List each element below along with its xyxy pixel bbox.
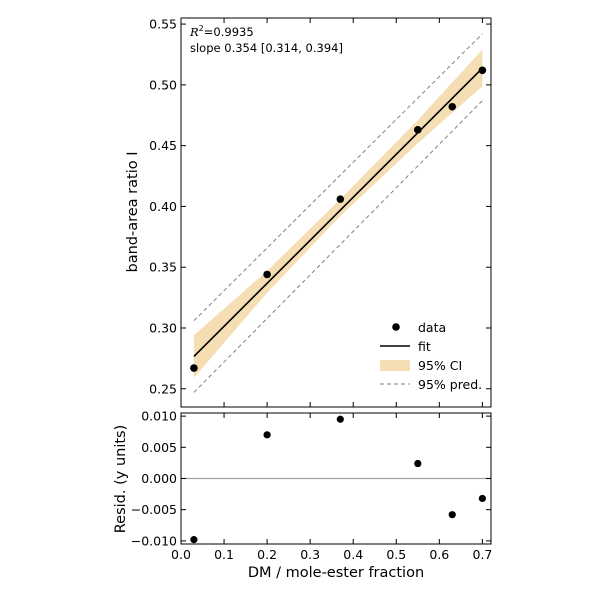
data-point bbox=[263, 270, 271, 279]
main-series-group bbox=[190, 33, 487, 393]
legend-label-data: data bbox=[418, 320, 446, 335]
legend-label-prediction: 95% pred. bbox=[418, 377, 482, 392]
data-point bbox=[478, 66, 487, 75]
main-plot-frame bbox=[180, 17, 492, 408]
prediction-upper-line bbox=[193, 33, 483, 322]
y-tick-label: 0.55 bbox=[149, 17, 177, 32]
data-point bbox=[336, 195, 345, 203]
r-squared-value: =0.9935 bbox=[204, 25, 254, 39]
legend-marker-ci bbox=[380, 360, 410, 371]
main-plot-area: 0.25 0.30 0.35 0.40 0.45 0.50 0.55 band-area ra… bbox=[125, 17, 492, 408]
y-tick-label: 0.40 bbox=[149, 199, 177, 214]
data-point bbox=[448, 102, 457, 111]
legend-marker-data bbox=[392, 323, 400, 331]
r-squared-annotation: R2=0.9935 bbox=[189, 24, 254, 39]
resid-y-tick-label: 0.010 bbox=[141, 409, 177, 424]
legend-label-ci: 95% CI bbox=[418, 358, 462, 373]
y-tick-label: 0.30 bbox=[149, 320, 177, 335]
main-y-axis-title: band-area ratio I bbox=[125, 152, 141, 273]
data-point bbox=[414, 126, 422, 134]
x-tick-label: 0.3 bbox=[300, 547, 320, 562]
y-tick-label: 0.50 bbox=[149, 77, 177, 92]
y-tick-label: 0.45 bbox=[149, 138, 177, 153]
y-tick-label: 0.25 bbox=[149, 381, 177, 396]
data-point bbox=[190, 364, 198, 372]
resid-y-tick-label: −0.010 bbox=[131, 533, 177, 548]
residual-series-group bbox=[190, 415, 486, 544]
x-tick-label: 0.6 bbox=[429, 547, 449, 562]
resid-y-tick-label: −0.005 bbox=[131, 502, 177, 517]
x-tick-label: 0.4 bbox=[343, 547, 363, 562]
residual-point bbox=[448, 511, 456, 519]
ci-band bbox=[193, 49, 483, 378]
legend-label-fit: fit bbox=[418, 339, 431, 354]
x-tick-label: 0.1 bbox=[214, 547, 234, 562]
x-tick-label: 0.7 bbox=[472, 547, 492, 562]
resid-y-tick-label: 0.005 bbox=[141, 440, 177, 455]
slope-annotation: slope 0.354 [0.314, 0.394] bbox=[190, 41, 343, 55]
resid-y-tick-label: 0.000 bbox=[141, 471, 177, 486]
x-tick-label: 0.0 bbox=[171, 547, 191, 562]
residual-point bbox=[414, 459, 422, 468]
y-tick-label: 0.35 bbox=[149, 260, 177, 275]
x-tick-label: 0.2 bbox=[257, 547, 277, 562]
residual-plot-area: −0.010 −0.005 0.000 0.005 0.010 0.0 0.1 0.2 0.3 0… bbox=[113, 409, 492, 581]
residual-point bbox=[263, 431, 271, 439]
r-squared-symbol: R bbox=[189, 25, 199, 39]
residual-point bbox=[478, 494, 486, 503]
residual-point bbox=[336, 415, 344, 423]
residual-point bbox=[190, 536, 198, 544]
residual-y-axis-title: Resid. (y units) bbox=[113, 425, 129, 534]
r-squared-exponent: 2 bbox=[199, 24, 204, 33]
prediction-lower-line bbox=[193, 100, 483, 393]
x-axis-title: DM / mole-ester fraction bbox=[248, 565, 424, 581]
x-tick-label: 0.5 bbox=[386, 547, 406, 562]
fit-line bbox=[193, 67, 483, 357]
legend: data fit 95% CI 95% pred. bbox=[380, 320, 482, 392]
